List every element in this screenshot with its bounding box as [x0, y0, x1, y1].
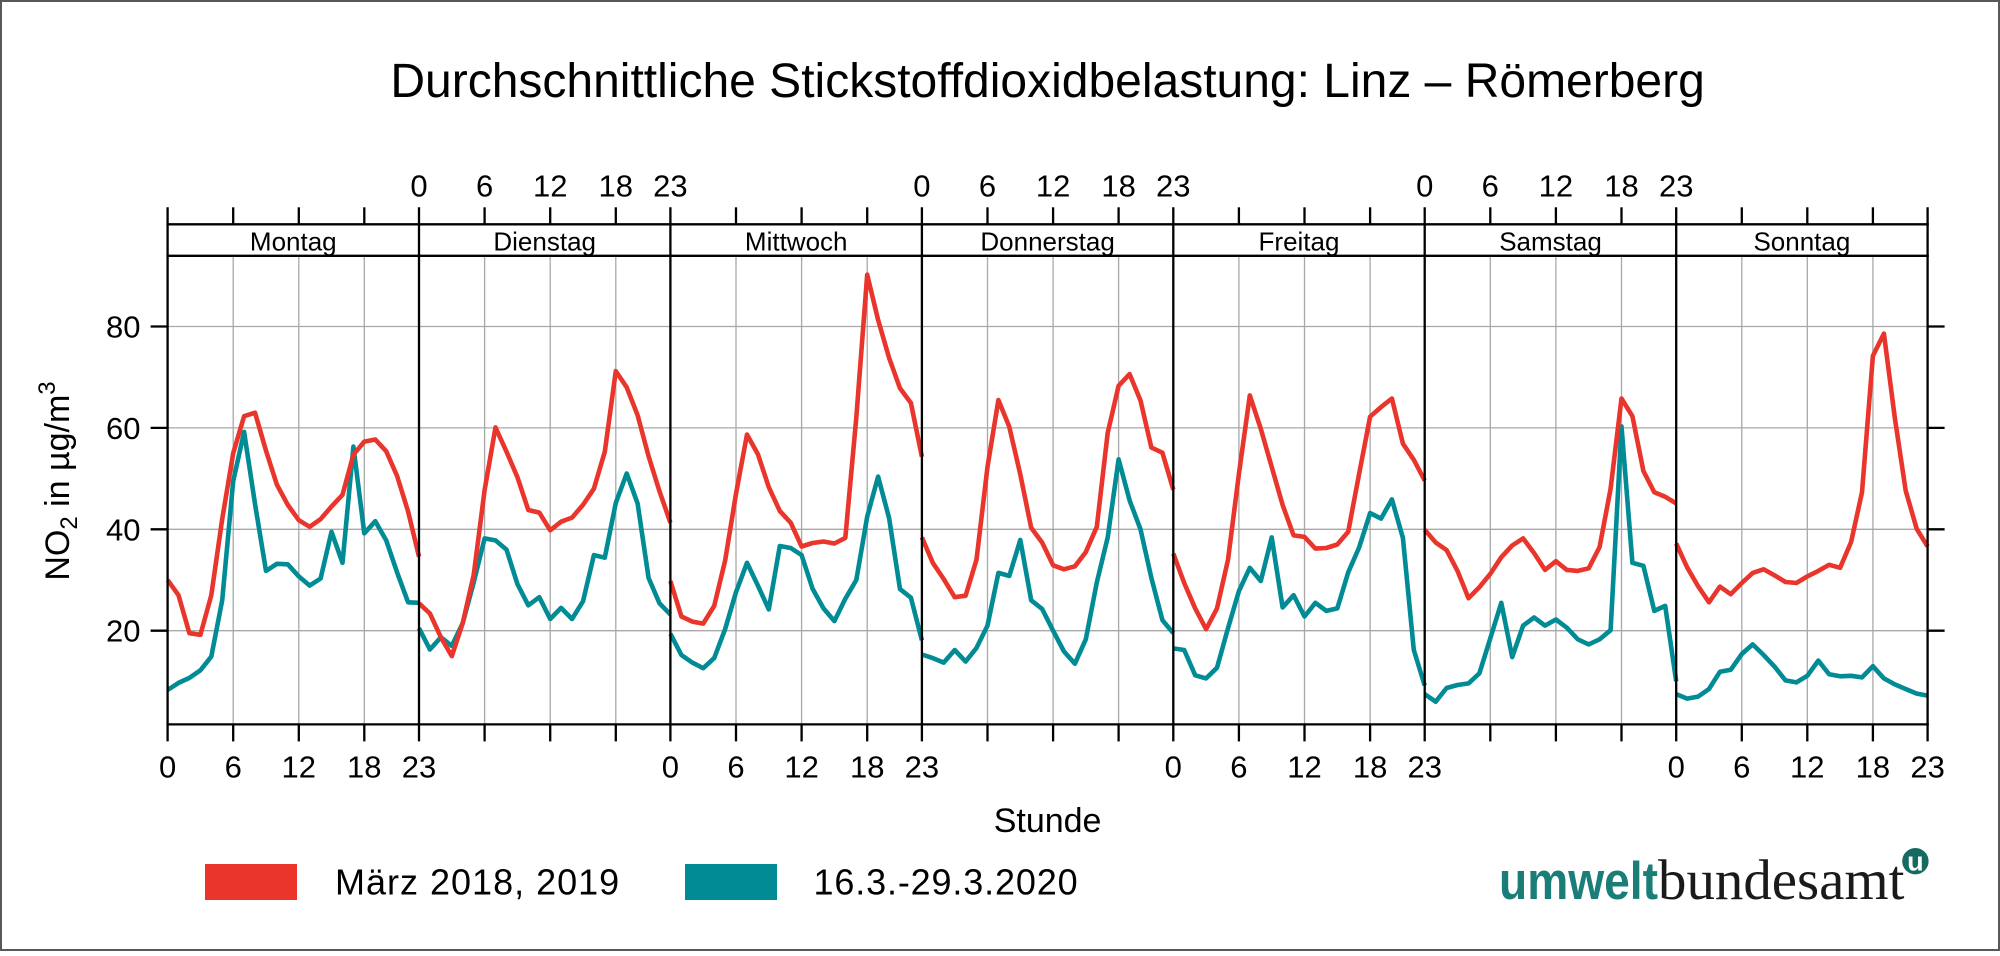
svg-text:Montag: Montag [250, 227, 337, 257]
svg-text:März 2018, 2019: März 2018, 2019 [335, 862, 620, 903]
svg-text:12: 12 [1287, 750, 1321, 785]
svg-text:0: 0 [662, 750, 679, 785]
svg-text:23: 23 [1910, 750, 1944, 785]
svg-text:23: 23 [1659, 169, 1693, 204]
svg-text:12: 12 [1790, 750, 1824, 785]
svg-text:18: 18 [850, 750, 884, 785]
svg-text:23: 23 [1156, 169, 1190, 204]
svg-text:12: 12 [784, 750, 818, 785]
svg-text:0: 0 [1416, 169, 1433, 204]
svg-text:18: 18 [1856, 750, 1890, 785]
svg-text:23: 23 [905, 750, 939, 785]
svg-text:Samstag: Samstag [1499, 227, 1602, 257]
svg-text:40: 40 [106, 512, 140, 547]
svg-text:0: 0 [159, 750, 176, 785]
svg-text:6: 6 [727, 750, 744, 785]
svg-text:0: 0 [913, 169, 930, 204]
svg-text:6: 6 [1733, 750, 1750, 785]
svg-text:80: 80 [106, 310, 140, 345]
svg-text:Mittwoch: Mittwoch [745, 227, 848, 257]
svg-text:6: 6 [979, 169, 996, 204]
svg-text:umwelt: umwelt [1499, 852, 1658, 911]
svg-text:23: 23 [402, 750, 436, 785]
svg-text:12: 12 [1036, 169, 1070, 204]
svg-text:12: 12 [533, 169, 567, 204]
svg-text:0: 0 [1165, 750, 1182, 785]
svg-text:6: 6 [1230, 750, 1247, 785]
svg-text:12: 12 [1539, 169, 1573, 204]
svg-text:6: 6 [225, 750, 242, 785]
svg-text:NO2 in µg/m3: NO2 in µg/m3 [34, 381, 83, 580]
svg-text:16.3.-29.3.2020: 16.3.-29.3.2020 [814, 862, 1079, 903]
svg-text:20: 20 [106, 614, 140, 649]
svg-text:Sonntag: Sonntag [1753, 227, 1850, 257]
svg-text:23: 23 [653, 169, 687, 204]
svg-text:12: 12 [282, 750, 316, 785]
svg-text:Durchschnittliche Stickstoffdi: Durchschnittliche Stickstoffdioxidbelast… [390, 55, 1704, 108]
svg-text:18: 18 [1101, 169, 1135, 204]
svg-text:6: 6 [1482, 169, 1499, 204]
svg-text:Dienstag: Dienstag [493, 227, 596, 257]
svg-text:0: 0 [1668, 750, 1685, 785]
svg-text:18: 18 [1604, 169, 1638, 204]
svg-text:6: 6 [476, 169, 493, 204]
svg-text:Donnerstag: Donnerstag [980, 227, 1114, 257]
svg-text:bundesamt: bundesamt [1658, 849, 1905, 912]
svg-text:18: 18 [599, 169, 633, 204]
svg-text:18: 18 [1353, 750, 1387, 785]
svg-text:Freitag: Freitag [1259, 227, 1340, 257]
svg-text:0: 0 [410, 169, 427, 204]
svg-text:u: u [1907, 847, 1924, 877]
svg-text:Stunde: Stunde [994, 802, 1102, 840]
svg-text:18: 18 [347, 750, 381, 785]
svg-text:23: 23 [1407, 750, 1441, 785]
svg-text:60: 60 [106, 411, 140, 446]
